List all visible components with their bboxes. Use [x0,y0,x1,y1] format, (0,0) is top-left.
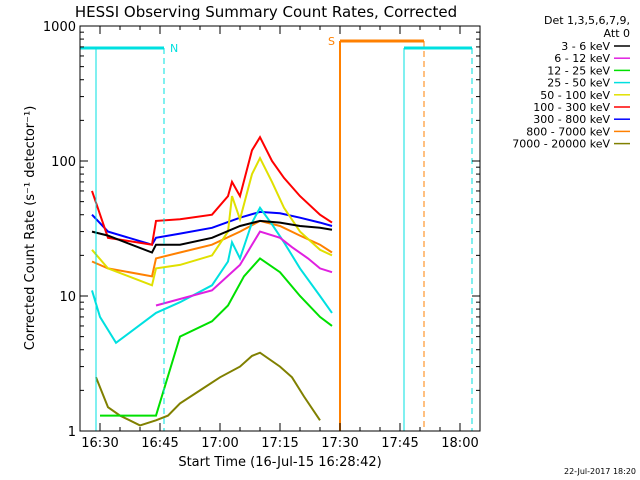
legend-label: 50 - 100 keV [540,89,610,102]
x-tick-label: 17:00 [201,436,238,451]
x-axis: 16:30 16:45 17:00 17:15 17:30 17:45 18:00 [79,26,481,451]
legend-label: 800 - 7000 keV [526,125,610,138]
saa-flag-label: S [328,35,335,48]
series-line-50-100-kev [91,155,333,287]
series-line-7000-20000-kev [95,351,321,427]
legend-label: 100 - 300 keV [533,101,610,114]
series-line-25-50-kev [91,205,333,345]
x-tick-label: 17:15 [261,436,298,451]
legend-label: 300 - 800 keV [533,113,610,126]
plot-frame [79,25,481,432]
series-group [91,135,333,427]
x-tick-label: 17:45 [381,436,418,451]
series-line-6-12-kev [155,230,333,307]
y-axis: 1 10 100 1000 [43,20,480,440]
y-tick-label: 1 [68,425,76,440]
legend-label: 12 - 25 keV [547,64,610,77]
series-line-100-300-kev [91,135,333,246]
x-tick-label: 16:45 [141,436,178,451]
legend-label: 25 - 50 keV [547,77,610,90]
series-line-300-800-kev [91,210,333,246]
legend-header-line-2: Att 0 [604,27,630,40]
chart-title: HESSI Observing Summary Count Rates, Cor… [75,3,457,21]
x-tick-label: 16:30 [81,436,118,451]
y-tick-label: 1000 [43,20,76,35]
legend-header-line-1: Det 1,3,5,6,7,9, [544,14,630,27]
x-axis-label: Start Time (16-Jul-15 16:28:42) [178,455,381,470]
x-tick-label: 18:00 [441,436,478,451]
series-line-800-7000-kev [91,219,333,278]
x-tick-label: 17:30 [321,436,358,451]
y-axis-label: Corrected Count Rate (s⁻¹ detector⁻¹) [23,106,38,351]
annotation-group: NS [80,35,473,431]
y-tick-label: 10 [59,290,76,305]
legend-label: 6 - 12 keV [554,52,610,65]
legend-label: 7000 - 20000 keV [512,138,610,151]
legend-label: 3 - 6 keV [561,40,610,53]
y-tick-label: 100 [51,155,76,170]
render-timestamp: 22-Jul-2017 18:20 [564,467,636,476]
series-line-12-25-kev [100,257,333,417]
night-flag-label: N [170,42,178,55]
series-line-3-6-kev [91,219,333,254]
